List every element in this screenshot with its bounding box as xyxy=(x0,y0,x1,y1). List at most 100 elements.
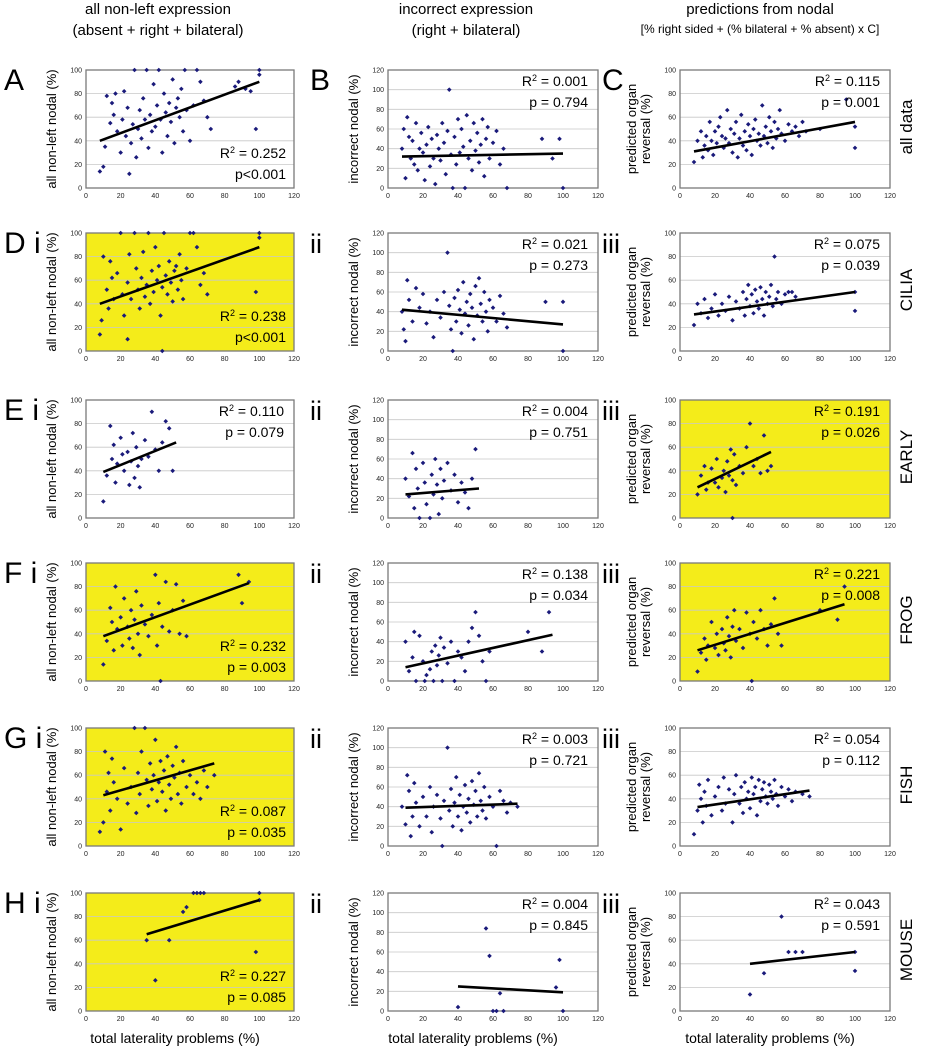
y-tick-label: 60 xyxy=(668,938,676,945)
data-point xyxy=(121,88,127,94)
data-point xyxy=(728,655,734,660)
regression-line xyxy=(401,152,564,158)
data-point xyxy=(775,631,781,637)
data-point xyxy=(768,282,774,288)
data-point xyxy=(427,666,433,672)
y-tick-label: 60 xyxy=(668,115,676,122)
data-point xyxy=(744,147,749,153)
data-point xyxy=(180,598,186,604)
x-tick-label: 60 xyxy=(489,356,497,363)
data-point xyxy=(737,136,742,141)
data-point xyxy=(427,784,433,790)
r-squared-label: R2 = 0.138 xyxy=(522,566,588,582)
data-point xyxy=(466,639,471,644)
p-value-label: p = 0.591 xyxy=(821,917,880,933)
data-point xyxy=(726,294,732,300)
y-tick-label: 60 xyxy=(74,445,82,452)
y-axis-label-line-1: predicted organ xyxy=(624,907,639,997)
data-point xyxy=(730,318,735,323)
data-point xyxy=(422,678,428,684)
data-point xyxy=(154,103,160,108)
data-point xyxy=(146,454,151,459)
data-point xyxy=(127,251,132,257)
data-point xyxy=(159,150,165,155)
data-point xyxy=(730,624,735,630)
data-point xyxy=(714,631,720,637)
data-point xyxy=(180,296,186,302)
data-point xyxy=(719,475,725,481)
y-tick-label: 80 xyxy=(74,91,82,98)
x-tick-label: 120 xyxy=(288,686,300,693)
data-point xyxy=(467,291,473,297)
x-tick-label: 80 xyxy=(816,193,824,200)
data-point xyxy=(480,116,485,122)
y-axis-label: incorrect nodal (%) xyxy=(346,237,361,346)
data-point xyxy=(772,777,777,783)
x-tick-label: 0 xyxy=(678,523,682,530)
data-point xyxy=(724,614,730,620)
data-point xyxy=(128,296,134,302)
data-point xyxy=(707,119,713,125)
y-tick-label: 120 xyxy=(372,68,384,75)
data-point xyxy=(733,638,739,644)
data-point xyxy=(432,643,438,648)
y-tick-label: 20 xyxy=(74,492,82,499)
y-tick-label: 100 xyxy=(70,561,82,568)
data-point xyxy=(257,230,262,236)
data-point xyxy=(413,678,419,684)
r-squared-label: R2 = 0.110 xyxy=(219,403,284,419)
data-point xyxy=(147,761,153,766)
y-tick-label: 40 xyxy=(74,301,82,308)
data-point xyxy=(473,609,478,615)
x-tick-label: 100 xyxy=(557,1016,569,1023)
data-point xyxy=(184,784,189,790)
x-tick-label: 40 xyxy=(746,356,754,363)
p-value-label: p = 0.273 xyxy=(529,257,588,273)
y-tick-label: 120 xyxy=(372,561,384,568)
data-point xyxy=(763,124,769,129)
data-point xyxy=(441,645,447,650)
row-label-frog: FROG xyxy=(897,595,916,644)
data-point xyxy=(453,774,459,780)
plot-frame xyxy=(85,69,295,189)
x-tick-label: 100 xyxy=(849,193,861,200)
col-3-subtitle: [% right sided + (% bilateral + % absent… xyxy=(641,22,880,36)
data-point xyxy=(709,138,714,144)
panel-1-2: 0 20 40 60 80 100 0 20 40 60 80 100 120 R2 = 0.075 p =… xyxy=(602,229,896,363)
x-tick-label: 0 xyxy=(84,851,88,858)
data-point xyxy=(476,160,482,165)
data-point xyxy=(730,820,735,825)
data-point xyxy=(104,473,110,478)
data-point xyxy=(497,293,503,299)
data-point xyxy=(487,794,492,800)
data-point xyxy=(236,572,241,578)
plot-frame xyxy=(679,562,891,682)
x-tick-label: 40 xyxy=(151,686,159,693)
data-point xyxy=(476,770,482,776)
data-point xyxy=(132,67,137,73)
data-point xyxy=(163,110,169,115)
data-point xyxy=(758,284,763,290)
y-tick-label: 0 xyxy=(380,186,384,193)
data-point xyxy=(114,796,120,802)
data-point xyxy=(239,600,245,606)
data-point xyxy=(146,145,151,151)
data-point xyxy=(716,485,721,490)
data-point xyxy=(464,112,470,118)
x-tick-label: 60 xyxy=(489,193,497,200)
data-point xyxy=(766,114,772,120)
y-tick-label: 80 xyxy=(668,421,676,428)
r-squared-label: R2 = 0.238 xyxy=(220,308,286,324)
x-tick-label: 20 xyxy=(711,356,719,363)
data-point xyxy=(457,792,463,798)
data-point xyxy=(198,79,203,85)
data-point xyxy=(691,322,697,328)
data-point xyxy=(446,87,452,92)
data-point xyxy=(173,105,179,111)
y-tick-label: 20 xyxy=(376,329,384,336)
data-point xyxy=(104,93,110,99)
data-point xyxy=(695,808,700,813)
y-tick-label: 0 xyxy=(78,186,82,193)
data-point xyxy=(474,814,480,819)
data-point xyxy=(144,777,149,783)
